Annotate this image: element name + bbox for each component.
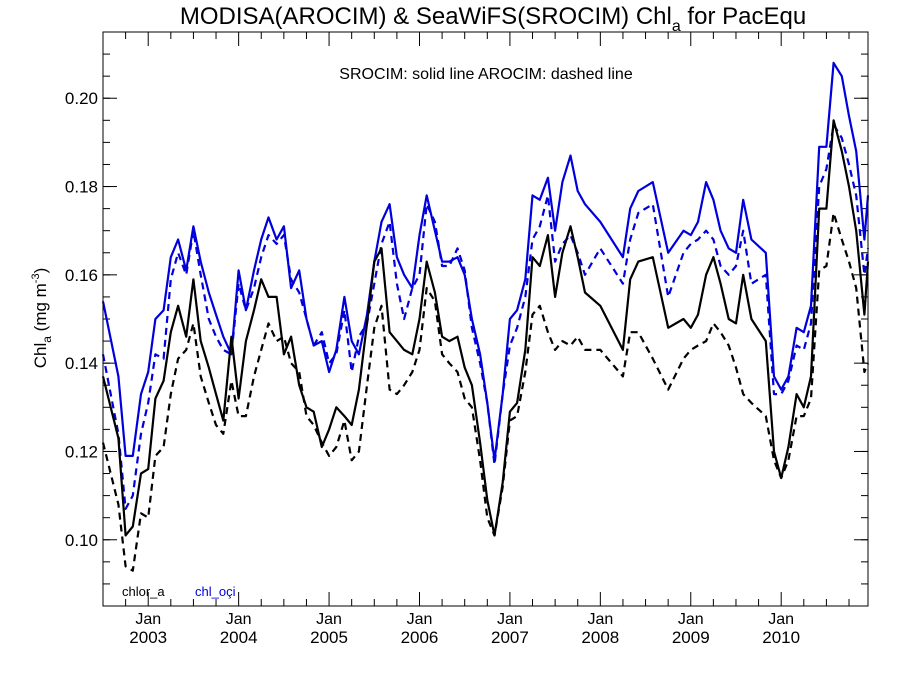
y-tick-label: 0.12 <box>65 442 98 461</box>
legend-chl-oci: chl_oçi <box>195 584 236 599</box>
x-tick-month: Jan <box>587 611 613 628</box>
series-line-3 <box>101 211 870 572</box>
series-layer <box>101 61 870 572</box>
series-line-0 <box>101 61 870 462</box>
y-tick-label: 0.10 <box>65 531 98 550</box>
y-axis-label: Chla (mg m-3) <box>30 268 54 369</box>
y-tick-label: 0.18 <box>65 178 98 197</box>
plot-frame <box>102 31 869 607</box>
x-tick-year: 2006 <box>401 628 439 647</box>
series-line-1 <box>101 123 870 510</box>
x-axis-ticks: Jan2003Jan2004Jan2005Jan2006Jan2007Jan20… <box>125 32 850 647</box>
chart-annotation: SROCIM: solid line AROCIM: dashed line <box>339 66 633 83</box>
y-tick-label: 0.16 <box>65 266 98 285</box>
x-tick-month: Jan <box>226 611 252 628</box>
x-tick-month: Jan <box>135 611 161 628</box>
x-tick-month: Jan <box>678 611 704 628</box>
legend-chlor-a: chlor_a <box>122 584 165 599</box>
x-tick-year: 2008 <box>581 628 619 647</box>
x-tick-month: Jan <box>316 611 342 628</box>
y-tick-label: 0.20 <box>65 89 98 108</box>
series-line-2 <box>101 119 870 537</box>
x-tick-month: Jan <box>768 611 794 628</box>
x-tick-year: 2009 <box>672 628 710 647</box>
y-axis-ticks: 0.10 0.12 0.14 0.16 0.18 0.20 <box>65 53 868 585</box>
x-tick-year: 2003 <box>129 628 167 647</box>
x-tick-year: 2010 <box>762 628 800 647</box>
x-tick-year: 2005 <box>310 628 348 647</box>
y-tick-label: 0.14 <box>65 354 98 373</box>
chart-title: MODISA(AROCIM) & SeaWiFS(SROCIM) Chla fo… <box>180 3 806 35</box>
x-tick-month: Jan <box>497 611 523 628</box>
x-tick-year: 2004 <box>220 628 258 647</box>
x-tick-month: Jan <box>407 611 433 628</box>
x-tick-year: 2007 <box>491 628 529 647</box>
